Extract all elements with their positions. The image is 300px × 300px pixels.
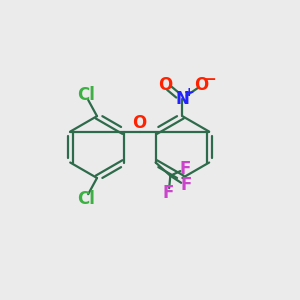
Text: F: F bbox=[162, 184, 174, 202]
Text: F: F bbox=[181, 176, 192, 194]
Text: F: F bbox=[180, 160, 191, 178]
Text: −: − bbox=[203, 71, 216, 86]
Text: O: O bbox=[133, 114, 147, 132]
Text: Cl: Cl bbox=[77, 190, 95, 208]
Text: +: + bbox=[184, 86, 194, 99]
Text: N: N bbox=[176, 90, 189, 108]
Text: O: O bbox=[158, 76, 172, 94]
Text: O: O bbox=[194, 76, 209, 94]
Text: Cl: Cl bbox=[77, 85, 95, 103]
